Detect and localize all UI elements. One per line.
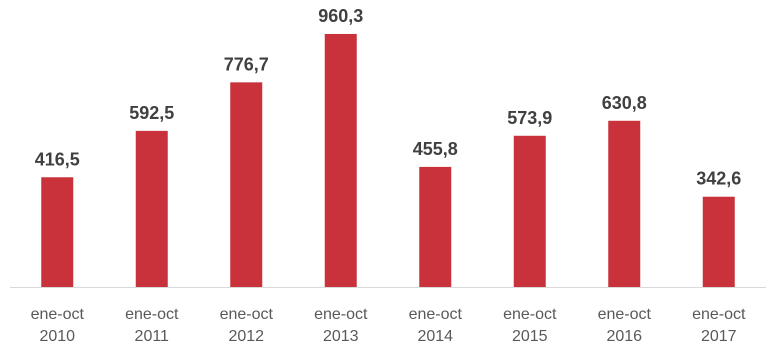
bars-group [41, 33, 735, 288]
x-tick-label-line: 2011 [135, 328, 170, 345]
x-tick-label-0: ene-oct 2010 [31, 306, 85, 345]
data-label-2: 776,7 [224, 54, 269, 74]
x-tick-label-7: ene-oct 2017 [692, 306, 746, 345]
bar-0 [41, 177, 74, 287]
bar-3 [324, 33, 357, 287]
x-tick-label-6: ene-oct 2016 [598, 306, 652, 345]
bar-6 [608, 120, 641, 287]
bar-4 [419, 166, 452, 287]
x-tick-label-line: 2010 [39, 328, 75, 345]
x-tick-label-line: ene-oct [314, 306, 368, 323]
x-tick-label-line: 2014 [417, 328, 453, 345]
x-tick-label-line: 2015 [512, 328, 548, 345]
bar-7 [702, 196, 735, 287]
data-label-7: 342,6 [696, 169, 741, 189]
data-label-3: 960,3 [318, 6, 363, 26]
data-label-5: 573,9 [507, 108, 552, 128]
data-label-6: 630,8 [602, 93, 647, 113]
x-tick-label-4: ene-oct 2014 [409, 306, 463, 345]
data-label-0: 416,5 [35, 149, 80, 169]
x-tick-label-line: ene-oct [409, 306, 463, 323]
x-tick-label-3: ene-oct 2013 [314, 306, 368, 345]
bar-5 [513, 135, 546, 287]
x-tick-label-line: ene-oct [503, 306, 557, 323]
x-tick-label-line: 2016 [606, 328, 642, 345]
data-label-4: 455,8 [413, 139, 458, 159]
x-tick-label-line: ene-oct [598, 306, 652, 323]
x-tick-label-5: ene-oct 2015 [503, 306, 557, 345]
bar-1 [135, 130, 168, 287]
x-tick-label-line: ene-oct [220, 306, 274, 323]
x-tick-label-line: 2017 [701, 328, 737, 345]
data-label-1: 592,5 [129, 103, 174, 123]
x-tick-label-line: 2012 [228, 328, 264, 345]
x-tick-label-line: ene-oct [31, 306, 85, 323]
x-tick-label-line: ene-oct [125, 306, 179, 323]
x-tick-label-2: ene-oct 2012 [220, 306, 274, 345]
x-tick-label-1: ene-oct 2011 [125, 306, 179, 345]
x-tick-label-line: ene-oct [692, 306, 746, 323]
bar-2 [230, 82, 263, 288]
data-labels-group: 416,5 592,5 776,7 960,3 455,8 573,9 630,8 342,6 [35, 6, 742, 189]
x-tick-label-line: 2013 [323, 328, 359, 345]
